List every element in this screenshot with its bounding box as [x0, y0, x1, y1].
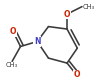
Text: CH₃: CH₃ [6, 62, 18, 68]
Text: N: N [34, 37, 41, 46]
Text: O: O [10, 27, 16, 36]
Text: CH₃: CH₃ [83, 4, 95, 10]
Text: O: O [64, 10, 70, 19]
Text: O: O [73, 70, 80, 79]
